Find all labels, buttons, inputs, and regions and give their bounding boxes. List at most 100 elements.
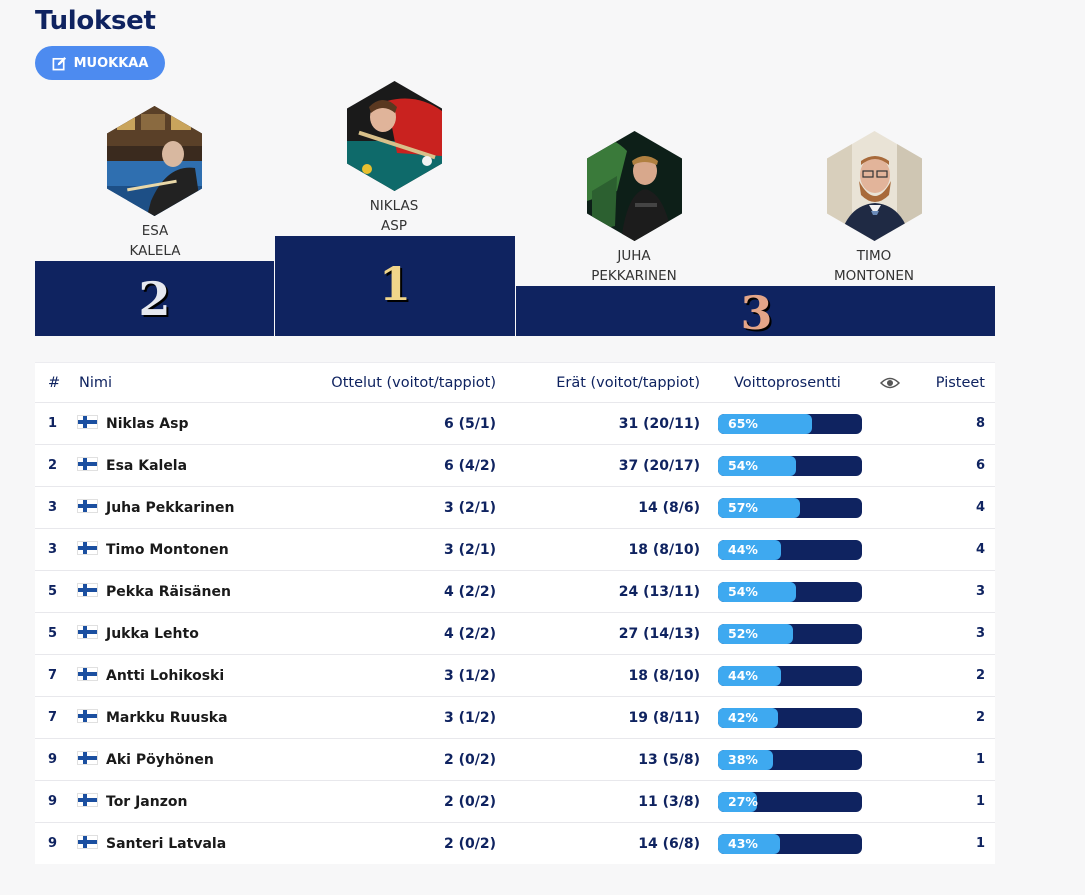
avatar-fourth[interactable] xyxy=(827,131,922,241)
row-frames: 14 (6/8) xyxy=(638,835,700,852)
win-pct-bar-fill xyxy=(718,623,793,644)
win-pct-bar: 57% xyxy=(718,497,862,518)
row-rank: 5 xyxy=(48,584,58,599)
row-matches: 2 (0/2) xyxy=(443,751,496,768)
row-matches: 2 (0/2) xyxy=(443,793,496,810)
finland-flag-icon xyxy=(78,655,97,696)
win-pct-label: 65% xyxy=(728,415,758,431)
table-row[interactable]: 7 Antti Lohikoski 3 (1/2) 18 (8/10) 44% 2 xyxy=(35,654,995,696)
win-pct-label: 43% xyxy=(728,835,758,851)
row-matches: 3 (2/1) xyxy=(443,541,496,558)
win-pct-bar: 27% xyxy=(718,791,862,812)
header-matches[interactable]: Ottelut (voitot/tappiot) xyxy=(331,374,496,391)
finland-flag-icon xyxy=(78,487,97,528)
header-rank[interactable]: # xyxy=(48,374,61,391)
row-points: 8 xyxy=(975,416,985,431)
row-points: 1 xyxy=(975,794,985,809)
row-player-name[interactable]: Niklas Asp xyxy=(106,415,189,432)
win-pct-label: 27% xyxy=(728,793,758,809)
finland-flag-icon xyxy=(78,823,97,864)
table-row[interactable]: 5 Pekka Räisänen 4 (2/2) 24 (13/11) 54% 3 xyxy=(35,570,995,612)
avatar-first[interactable] xyxy=(347,81,442,191)
table-row[interactable]: 3 Timo Montonen 3 (2/1) 18 (8/10) 44% 4 xyxy=(35,528,995,570)
edit-button-label: MUOKKAA xyxy=(73,55,149,71)
win-pct-bar-fill xyxy=(718,413,812,434)
win-pct-bar-fill xyxy=(718,539,782,560)
win-pct-bar: 42% xyxy=(718,707,862,728)
win-pct-label: 57% xyxy=(728,499,758,515)
row-win-pct: 44% xyxy=(718,655,862,696)
win-pct-bar: 54% xyxy=(718,455,862,476)
win-pct-bar: 44% xyxy=(718,665,862,686)
edit-button[interactable]: MUOKKAA xyxy=(35,46,165,80)
row-rank: 3 xyxy=(48,500,58,515)
row-win-pct: 38% xyxy=(718,739,862,780)
row-frames: 14 (8/6) xyxy=(638,499,700,516)
row-player-name[interactable]: Antti Lohikoski xyxy=(106,667,225,684)
row-win-pct: 54% xyxy=(718,571,862,612)
podium-place-third: 3 xyxy=(740,286,773,340)
table-row[interactable]: 9 Santeri Latvala 2 (0/2) 14 (6/8) 43% 1 xyxy=(35,822,995,864)
row-frames: 24 (13/11) xyxy=(618,583,700,600)
table-row[interactable]: 2 Esa Kalela 6 (4/2) 37 (20/17) 54% 6 xyxy=(35,444,995,486)
row-player-name[interactable]: Esa Kalela xyxy=(106,457,188,474)
row-win-pct: 43% xyxy=(718,823,862,864)
row-frames: 19 (8/11) xyxy=(628,709,701,726)
table-row[interactable]: 7 Markku Ruuska 3 (1/2) 19 (8/11) 42% 2 xyxy=(35,696,995,738)
win-pct-bar: 44% xyxy=(718,539,862,560)
podium-block-second: 2 xyxy=(35,261,274,336)
row-points: 4 xyxy=(975,500,985,515)
row-win-pct: 27% xyxy=(718,781,862,822)
row-matches: 2 (0/2) xyxy=(443,835,496,852)
row-points: 3 xyxy=(975,584,985,599)
row-rank: 9 xyxy=(48,752,58,767)
avatar-third[interactable] xyxy=(587,131,682,241)
table-row[interactable]: 9 Tor Janzon 2 (0/2) 11 (3/8) 27% 1 xyxy=(35,780,995,822)
row-player-name[interactable]: Markku Ruuska xyxy=(106,709,228,726)
podium-name-first: NIKLAS ASP xyxy=(369,198,419,234)
table-row[interactable]: 1 Niklas Asp 6 (5/1) 31 (20/11) 65% 8 xyxy=(35,402,995,444)
row-player-name[interactable]: Aki Pöyhönen xyxy=(106,751,214,768)
podium-block-third: 3 xyxy=(516,286,995,340)
page-title: Tulokset xyxy=(35,6,156,36)
row-matches: 3 (2/1) xyxy=(443,499,496,516)
win-pct-bar: 38% xyxy=(718,749,862,770)
row-points: 4 xyxy=(975,542,985,557)
row-points: 3 xyxy=(975,626,985,641)
podium-name-fourth: TIMO MONTONEN xyxy=(834,248,914,284)
row-player-name[interactable]: Juha Pekkarinen xyxy=(106,499,235,516)
row-win-pct: 44% xyxy=(718,529,862,570)
row-frames: 18 (8/10) xyxy=(628,667,701,684)
win-pct-bar-fill xyxy=(718,455,796,476)
podium-name-second: ESA KALELA xyxy=(129,223,181,259)
win-pct-bar: 43% xyxy=(718,833,862,854)
row-player-name[interactable]: Timo Montonen xyxy=(106,541,229,558)
table-row[interactable]: 9 Aki Pöyhönen 2 (0/2) 13 (5/8) 38% 1 xyxy=(35,738,995,780)
eye-icon[interactable] xyxy=(880,363,900,402)
row-frames: 37 (20/17) xyxy=(618,457,700,474)
header-frames[interactable]: Erät (voitot/tappiot) xyxy=(556,374,700,391)
header-name[interactable]: Nimi xyxy=(79,374,113,391)
row-frames: 31 (20/11) xyxy=(618,415,700,432)
header-points[interactable]: Pisteet xyxy=(935,374,985,391)
finland-flag-icon xyxy=(78,613,97,654)
win-pct-bar-fill xyxy=(718,665,782,686)
row-matches: 3 (1/2) xyxy=(443,709,496,726)
row-player-name[interactable]: Santeri Latvala xyxy=(106,835,227,852)
row-rank: 7 xyxy=(48,710,58,725)
header-win-pct[interactable]: Voittoprosentti xyxy=(734,374,841,391)
win-pct-label: 42% xyxy=(728,709,758,725)
row-matches: 6 (4/2) xyxy=(443,457,496,474)
row-points: 1 xyxy=(975,752,985,767)
table-row[interactable]: 3 Juha Pekkarinen 3 (2/1) 14 (8/6) 57% 4 xyxy=(35,486,995,528)
row-win-pct: 54% xyxy=(718,445,862,486)
row-player-name[interactable]: Pekka Räisänen xyxy=(106,583,231,600)
avatar-second[interactable] xyxy=(107,106,202,216)
row-points: 1 xyxy=(975,836,985,851)
table-row[interactable]: 5 Jukka Lehto 4 (2/2) 27 (14/13) 52% 3 xyxy=(35,612,995,654)
row-player-name[interactable]: Tor Janzon xyxy=(106,793,188,810)
row-player-name[interactable]: Jukka Lehto xyxy=(106,625,199,642)
row-matches: 6 (5/1) xyxy=(443,415,496,432)
row-matches: 4 (2/2) xyxy=(443,625,496,642)
row-points: 2 xyxy=(975,668,985,683)
